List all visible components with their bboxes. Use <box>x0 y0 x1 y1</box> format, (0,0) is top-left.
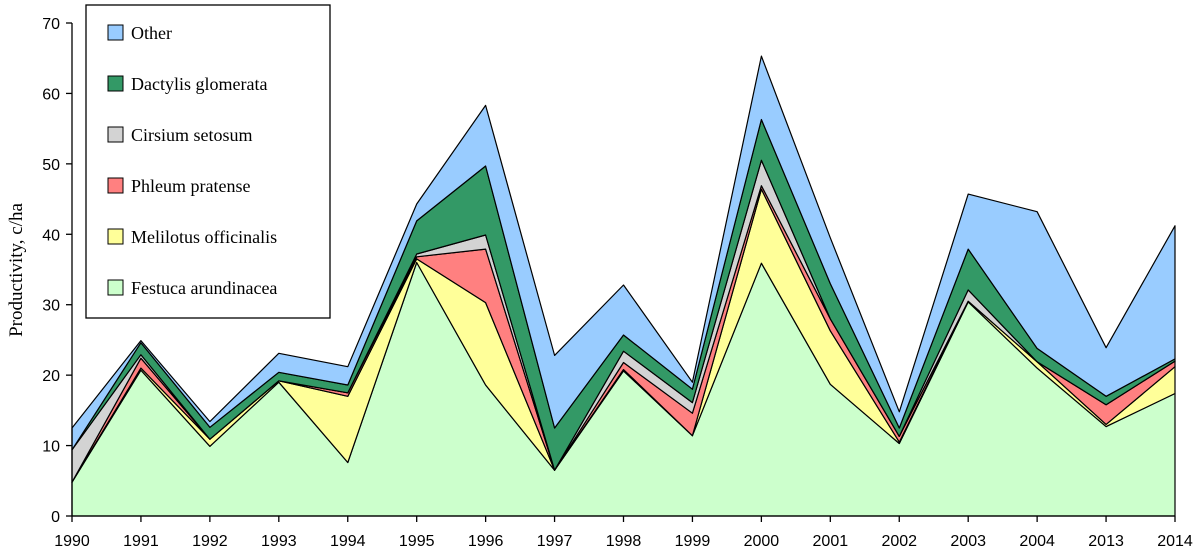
legend-label-dactylis-glomerata: Dactylis glomerata <box>131 74 267 94</box>
legend-label-festuca-arundinacea: Festuca arundinacea <box>131 278 277 298</box>
legend-swatch-melilotus-officinalis <box>107 228 124 245</box>
legend-label-other: Other <box>131 23 172 43</box>
legend-swatch-phleum-pratense <box>107 177 124 194</box>
x-tick-label: 1996 <box>468 533 504 550</box>
y-tick-label: 60 <box>42 86 60 103</box>
y-axis-title: Productivity, c/ha <box>6 203 27 337</box>
legend-label-phleum-pratense: Phleum pratense <box>131 176 250 196</box>
axes: 0 10 20 30 40 50 60 70 1990 1991 1992 1993 1994 1995 1… <box>42 16 1193 550</box>
x-tick-label: 1991 <box>123 533 159 550</box>
legend-swatch-festuca-arundinacea <box>107 279 124 296</box>
area-other <box>71 55 1176 451</box>
x-tick-label: 1998 <box>606 533 642 550</box>
legend-label-melilotus-officinalis: Melilotus officinalis <box>131 227 277 247</box>
y-tick-label: 20 <box>42 368 60 385</box>
y-tick-label: 70 <box>42 16 60 33</box>
x-tick-label: 2013 <box>1088 533 1124 550</box>
y-tick-label: 40 <box>42 227 60 244</box>
y-tick-label: 10 <box>42 439 60 456</box>
legend-swatch-dactylis-glomerata <box>107 75 124 92</box>
legend-label-cirsium-setosum: Cirsium setosum <box>131 125 253 145</box>
x-tick-label: 2003 <box>950 533 986 550</box>
x-tick-label: 1997 <box>537 533 573 550</box>
stacked-areas <box>71 55 1176 517</box>
x-tick-label: 1992 <box>192 533 228 550</box>
legend-swatch-other <box>107 24 124 41</box>
x-tick-label: 2014 <box>1157 533 1193 550</box>
y-tick-label: 30 <box>42 298 60 315</box>
x-tick-label: 2004 <box>1019 533 1055 550</box>
x-tick-label: 1995 <box>399 533 435 550</box>
y-tick-label: 0 <box>51 509 60 526</box>
legend: Other Dactylis glomerata Cirsium setosum Ph… <box>85 4 331 319</box>
x-tick-label: 2001 <box>813 533 849 550</box>
legend-swatch-cirsium-setosum <box>107 126 124 143</box>
legend-box <box>85 4 331 319</box>
x-tick-label: 1990 <box>54 533 90 550</box>
x-tick-label: 1993 <box>261 533 297 550</box>
x-tick-label: 1999 <box>675 533 711 550</box>
x-tick-label: 2002 <box>881 533 917 550</box>
y-tick-label: 50 <box>42 157 60 174</box>
x-tick-label: 1994 <box>330 533 366 550</box>
x-tick-label: 2000 <box>744 533 780 550</box>
